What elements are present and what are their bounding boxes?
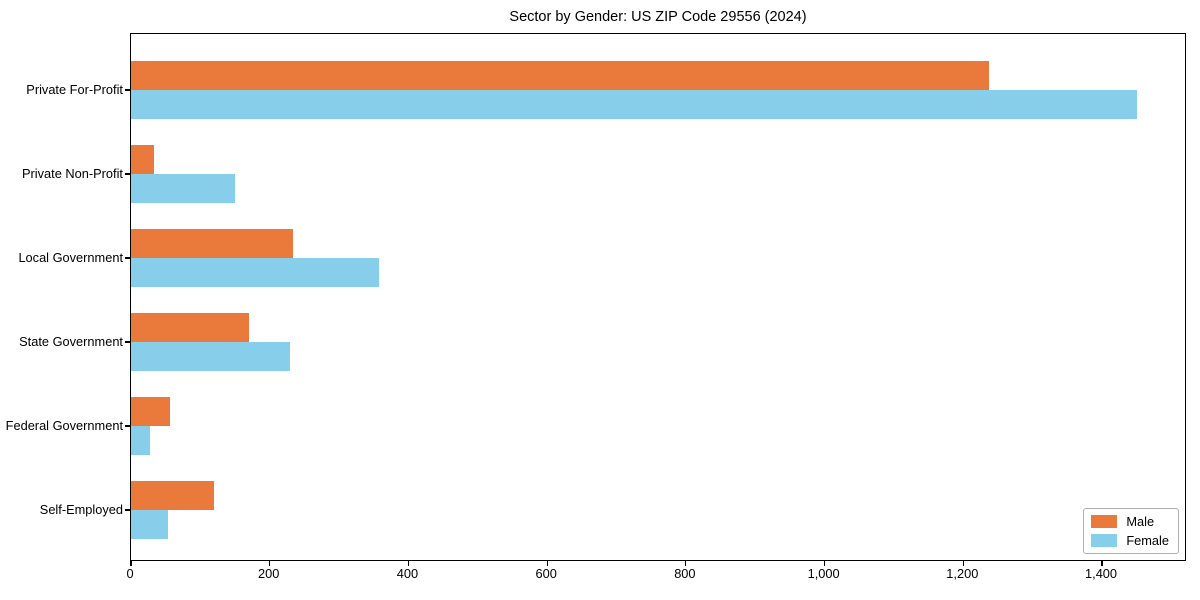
y-tick-mark <box>125 425 130 427</box>
legend-label: Male <box>1126 514 1155 529</box>
x-axis: 0 200 400 600 800 1,000 1,200 1,400 <box>126 566 1186 586</box>
male-bar <box>131 145 154 174</box>
male-bar <box>131 229 294 258</box>
y-tick-mark <box>125 257 130 259</box>
x-tick-mark <box>962 561 964 566</box>
category-label: Private Non-Profit <box>22 165 123 181</box>
x-tick-label: 600 <box>535 566 557 581</box>
male-bar <box>131 313 249 342</box>
female-bar <box>131 258 380 287</box>
x-tick-label: 1,200 <box>946 566 979 581</box>
female-bar <box>131 90 1137 119</box>
y-tick-mark <box>125 509 130 511</box>
x-tick-mark <box>130 561 132 566</box>
category-label: Self-Employed <box>39 501 123 517</box>
chart-title: Sector by Gender: US ZIP Code 29556 (202… <box>509 9 807 25</box>
legend-swatch-female <box>1091 534 1118 547</box>
x-tick-mark <box>823 561 826 566</box>
y-tick-mark <box>125 341 130 343</box>
x-tick-label: 1,400 <box>1085 566 1118 581</box>
male-bar <box>131 481 215 510</box>
x-tick-mark <box>546 561 548 566</box>
x-tick-label: 400 <box>396 566 419 581</box>
legend-entry: Female <box>1091 534 1169 547</box>
plot-area <box>125 33 1186 566</box>
category-label: Private For-Profit <box>26 81 123 97</box>
legend: Male Female <box>1083 508 1179 554</box>
x-tick-label: 0 <box>126 566 134 581</box>
x-tick-mark <box>1101 561 1103 566</box>
x-tick-label: 200 <box>258 566 280 581</box>
category-label: Federal Government <box>5 417 123 433</box>
y-axis: Private For-Profit Private Non-Profit Loca… <box>0 33 123 561</box>
y-tick-mark <box>125 89 130 91</box>
male-bar <box>131 397 170 426</box>
x-tick-label: 800 <box>674 566 696 581</box>
female-bar <box>131 510 169 539</box>
legend-label: Female <box>1126 533 1169 548</box>
female-bar <box>131 426 151 455</box>
y-tick-mark <box>125 173 130 175</box>
category-label: Local Government <box>18 249 123 265</box>
x-tick-mark <box>269 561 271 566</box>
category-label: State Government <box>19 333 123 349</box>
legend-swatch-male <box>1091 515 1118 528</box>
x-tick-label: 1,000 <box>807 566 840 581</box>
x-tick-mark <box>407 561 410 566</box>
x-tick-mark <box>685 561 687 566</box>
male-bar <box>131 61 989 90</box>
female-bar <box>131 342 290 371</box>
female-bar <box>131 174 236 203</box>
legend-entry: Male <box>1091 515 1169 528</box>
